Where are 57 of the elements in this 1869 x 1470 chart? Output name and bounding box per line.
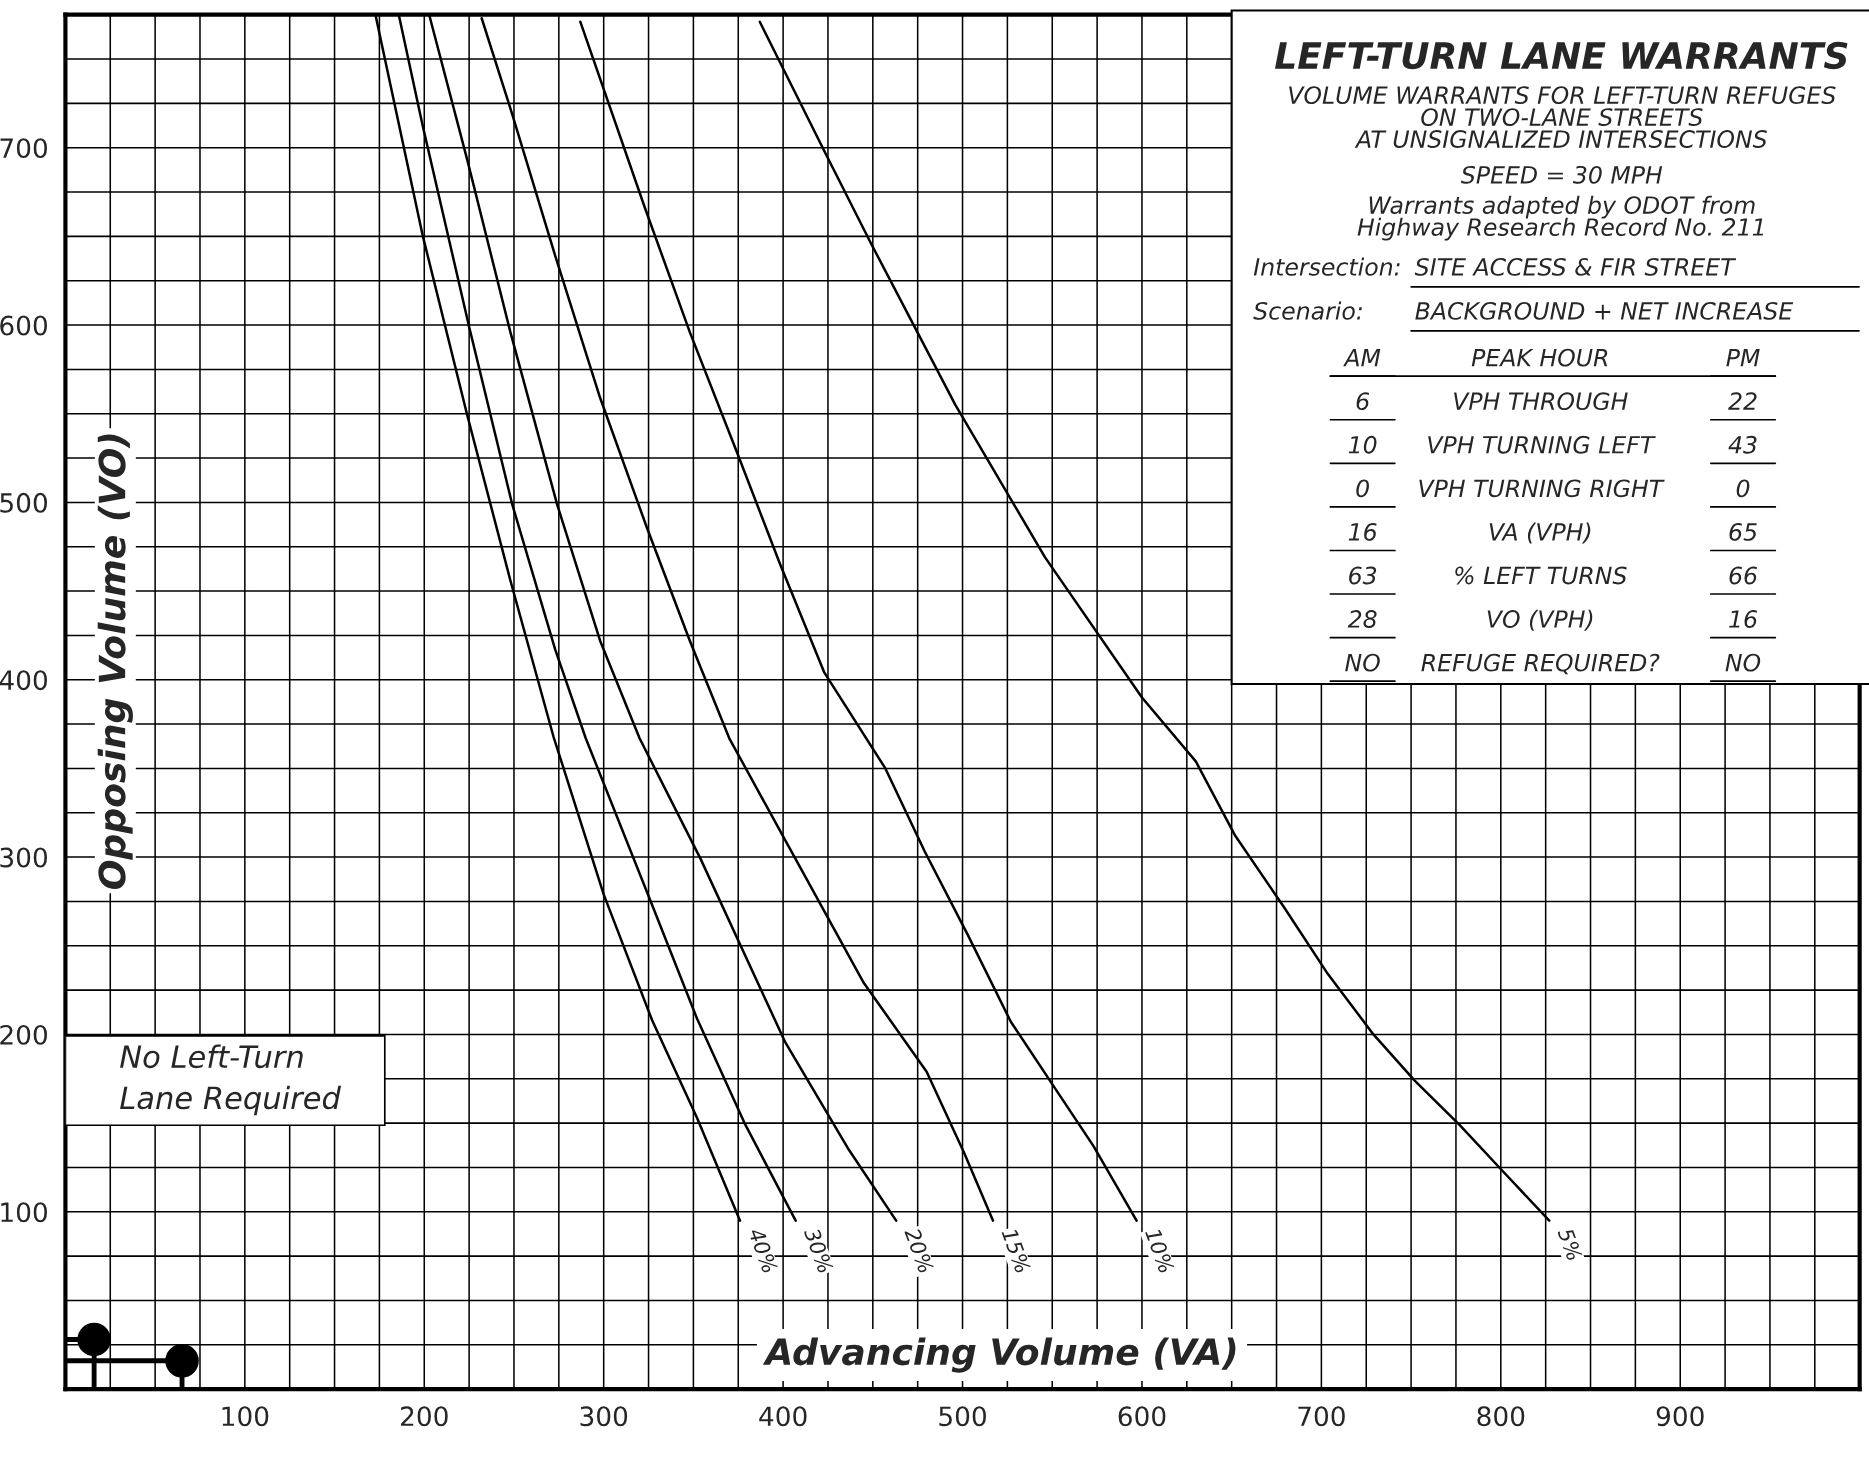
x-tick-label: 600 — [1118, 1406, 1166, 1427]
annotation: 0 — [1736, 479, 1750, 498]
text: 40% — [748, 1226, 778, 1274]
y-tick-label: 400 — [0, 670, 47, 691]
annotation: No Left-Turn Lane Required — [120, 1044, 342, 1116]
annotation: REFUGE REQUIRED? — [1421, 653, 1660, 675]
text: 10% — [1144, 1227, 1175, 1274]
annotation: Scenario: — [1253, 301, 1362, 320]
x-tick-label: 200 — [401, 1406, 448, 1427]
text: 30% — [803, 1226, 834, 1274]
y-tick-label: 700 — [0, 138, 47, 159]
annotation: 22 — [1728, 392, 1757, 410]
annotation: % LEFT TURNS — [1455, 566, 1627, 585]
text: 15% — [1001, 1227, 1031, 1274]
annotation: VPH TURNING LEFT — [1428, 435, 1656, 454]
annotation: PEAK HOUR — [1471, 348, 1608, 367]
annotation: VO (VPH) — [1487, 609, 1593, 631]
annotation: VA (VPH) — [1489, 522, 1591, 544]
y-tick-label: 500 — [0, 492, 47, 513]
y-tick-label: 600 — [0, 315, 47, 336]
x-tick-label: 500 — [939, 1406, 986, 1427]
annotation: 66 — [1729, 566, 1757, 585]
annotation: BACKGROUND + NET INCREASE — [1415, 301, 1794, 320]
annotation: 16 — [1729, 610, 1757, 628]
annotation: NO — [1345, 653, 1380, 672]
annotation: AM — [1343, 348, 1381, 367]
y-axis-title: Opposing Volume (VO) — [97, 434, 133, 889]
x-tick-label: 900 — [1656, 1406, 1704, 1427]
annotation: 43 — [1728, 435, 1757, 454]
x-tick-label: 800 — [1477, 1406, 1525, 1427]
annotation: Intersection: — [1253, 257, 1400, 276]
annotation: PM — [1726, 348, 1760, 367]
annotation: SPEED = 30 MPH — [1460, 165, 1663, 184]
annotation: SITE ACCESS & FIR STREET — [1414, 257, 1737, 276]
annotation: VPH THROUGH — [1454, 392, 1628, 411]
y-tick-label: 300 — [0, 847, 47, 868]
annotation: 16 — [1348, 522, 1377, 541]
text: 20% — [904, 1226, 935, 1274]
annotation: 65 — [1729, 522, 1757, 541]
text: 5% — [1557, 1226, 1583, 1262]
x-tick-label: 700 — [1298, 1406, 1345, 1427]
annotation: 63 — [1349, 566, 1377, 585]
x-tick-label: 100 — [222, 1406, 269, 1427]
annotation: NO — [1725, 653, 1761, 672]
annotation: 10 — [1348, 435, 1377, 454]
x-tick-label: 400 — [759, 1406, 807, 1427]
text: LEFT-TURN LANE WARRANTS — [1274, 41, 1848, 70]
x-axis-title: Advancing Volume (VA) — [762, 1337, 1236, 1373]
x-tick-label: 300 — [580, 1406, 628, 1427]
annotation: VPH TURNING RIGHT — [1419, 479, 1665, 498]
y-tick-label: 100 — [1, 1202, 47, 1223]
annotation: 28 — [1347, 610, 1377, 628]
annotation: Warrants adapted by ODOT from Highway Research Record No. 211 — [1357, 195, 1764, 241]
annotation: 6 — [1356, 392, 1370, 411]
text: VOLUME WARRANTS FOR LEFT-TURN REFUGES ON TWO-LANE STREETS AT UNSIGNALIZED INTERSECTIONS — [1289, 86, 1836, 148]
annotation: 0 — [1356, 479, 1369, 498]
y-tick-label: 200 — [0, 1024, 47, 1045]
